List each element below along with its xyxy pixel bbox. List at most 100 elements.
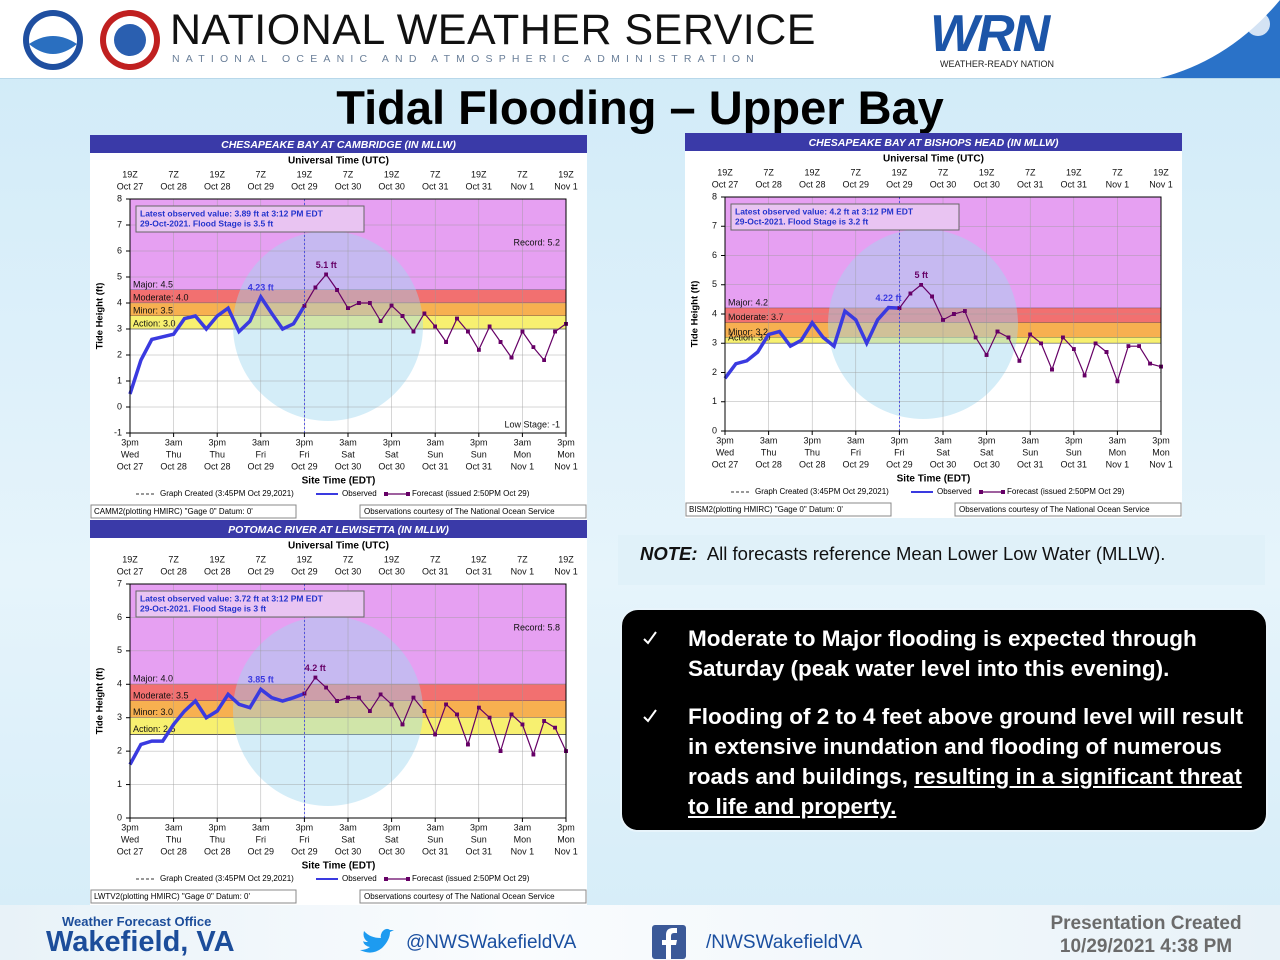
wrn-tagline: WEATHER-READY NATION xyxy=(940,59,1055,69)
top-tick-label: Oct 28 xyxy=(755,179,782,189)
x-tick-label: Fri xyxy=(256,449,266,459)
top-tick-label: 7Z xyxy=(256,554,267,564)
x-tick-label: Thu xyxy=(166,834,182,844)
x-tick-label: Oct 28 xyxy=(204,461,231,471)
twitter-icon xyxy=(360,928,394,953)
stage-label: Minor: 3.0 xyxy=(133,707,173,717)
x-axis-label: Site Time (EDT) xyxy=(302,476,376,487)
top-tick-label: Oct 31 xyxy=(1061,179,1088,189)
stage-label: Major: 4.2 xyxy=(728,298,768,308)
facebook-icon xyxy=(652,925,686,959)
top-tick-label: 7Z xyxy=(343,169,354,179)
footnote: Observations courtesy of The National Oc… xyxy=(364,507,555,516)
forecast-line xyxy=(302,675,568,757)
legend-created: Graph Created (3:45PM Oct 29,2021) xyxy=(755,487,889,496)
x-tick-label: 3am xyxy=(934,435,952,445)
top-tick-label: Oct 30 xyxy=(378,566,405,576)
x-tick-label: 3pm xyxy=(978,435,996,445)
x-tick-label: Oct 31 xyxy=(466,846,493,856)
top-tick-label: Oct 27 xyxy=(712,179,739,189)
x-tick-label: 3am xyxy=(1021,435,1039,445)
top-tick-label: 19Z xyxy=(892,167,908,177)
latest-text: 29-Oct-2021. Flood Stage is 3.2 ft xyxy=(735,216,868,226)
y-tick-label: 1 xyxy=(117,779,122,789)
top-tick-label: 19Z xyxy=(384,169,400,179)
office-label: Weather Forecast Office xyxy=(62,914,212,929)
x-tick-label: Oct 30 xyxy=(378,846,405,856)
top-axis-label: Universal Time (UTC) xyxy=(288,156,389,167)
x-tick-label: Wed xyxy=(716,447,734,457)
chart: CHESAPEAKE BAY AT BISHOPS HEAD (IN MLLW)… xyxy=(685,133,1182,518)
x-tick-label: Oct 30 xyxy=(378,461,405,471)
check-icon xyxy=(643,631,657,645)
top-tick-label: 7Z xyxy=(430,554,441,564)
forecast-peak-label: 4.2 ft xyxy=(305,663,326,673)
low-label: Low Stage: -1 xyxy=(504,419,560,429)
y-tick-label: 7 xyxy=(117,219,122,229)
slide-title: Tidal Flooding – Upper Bay xyxy=(336,81,944,134)
legend-created: Graph Created (3:45PM Oct 29,2021) xyxy=(160,489,294,498)
x-tick-label: Oct 31 xyxy=(466,461,493,471)
x-tick-label: Fri xyxy=(299,449,310,459)
top-tick-label: 19Z xyxy=(122,169,138,179)
y-tick-label: 3 xyxy=(117,323,122,333)
x-tick-label: Sun xyxy=(1022,447,1038,457)
chart-title: CHESAPEAKE BAY AT BISHOPS HEAD (IN MLLW) xyxy=(809,137,1059,149)
top-tick-label: 7Z xyxy=(763,167,774,177)
y-tick-label: -1 xyxy=(114,427,122,437)
y-tick-label: 3 xyxy=(117,712,122,722)
note-text: All forecasts reference Mean Lower Low W… xyxy=(706,543,1166,564)
x-axis-label: Site Time (EDT) xyxy=(302,861,376,872)
x-tick-label: Oct 31 xyxy=(1017,459,1044,469)
x-tick-label: Mon xyxy=(557,834,575,844)
x-tick-label: 3pm xyxy=(121,437,139,447)
x-tick-label: 3pm xyxy=(296,437,314,447)
x-tick-label: Sun xyxy=(471,834,487,844)
x-tick-label: Thu xyxy=(209,834,225,844)
x-tick-label: Oct 28 xyxy=(755,459,782,469)
top-tick-label: Nov 1 xyxy=(511,181,535,191)
top-tick-label: 19Z xyxy=(558,169,574,179)
plot-frame xyxy=(129,198,567,434)
footer xyxy=(0,905,1280,960)
top-tick-label: Oct 28 xyxy=(799,179,826,189)
x-tick-label: 3am xyxy=(514,822,532,832)
y-tick-label: 2 xyxy=(712,367,717,377)
x-tick-label: Oct 28 xyxy=(160,846,187,856)
top-tick-label: Oct 30 xyxy=(973,179,1000,189)
stage-label: Moderate: 3.5 xyxy=(133,690,189,700)
x-tick-label: 3am xyxy=(165,822,183,832)
top-axis-label: Universal Time (UTC) xyxy=(883,154,984,165)
top-tick-label: Oct 29 xyxy=(291,181,318,191)
observed-line xyxy=(128,686,306,766)
x-tick-label: Nov 1 xyxy=(1106,459,1130,469)
observed-line xyxy=(723,305,900,380)
x-tick-label: Thu xyxy=(209,449,225,459)
top-tick-label: Nov 1 xyxy=(1149,179,1173,189)
y-axis-label: Tide Height (ft) xyxy=(690,281,701,348)
x-tick-label: 3am xyxy=(1109,435,1127,445)
stage-label: Major: 4.5 xyxy=(133,279,173,289)
top-tick-label: Oct 29 xyxy=(843,179,870,189)
title-bar xyxy=(90,135,587,153)
x-tick-label: Nov 1 xyxy=(554,846,578,856)
x-tick-label: Oct 31 xyxy=(422,846,449,856)
stage-label: Action: 3.0 xyxy=(133,318,176,328)
x-tick-label: Oct 29 xyxy=(291,846,318,856)
footnote: LWTV2(plotting HMIRC) "Gage 0" Datum: 0' xyxy=(94,892,250,901)
y-tick-label: 2 xyxy=(117,746,122,756)
x-tick-label: Fri xyxy=(256,834,266,844)
x-tick-label: Thu xyxy=(761,447,777,457)
y-tick-label: 1 xyxy=(712,396,717,406)
x-tick-label: Sat xyxy=(980,447,994,457)
facebook-handle: /NWSWakefieldVA xyxy=(706,932,863,953)
footnote-box xyxy=(685,502,892,517)
top-tick-label: Oct 29 xyxy=(291,566,318,576)
footnote: CAMM2(plotting HMIRC) "Gage 0" Datum: 0' xyxy=(94,507,253,516)
x-tick-label: Fri xyxy=(851,447,862,457)
x-tick-label: 3am xyxy=(760,435,778,445)
footnote-box xyxy=(90,889,297,904)
top-tick-label: Oct 28 xyxy=(160,566,187,576)
top-tick-label: 7Z xyxy=(256,169,267,179)
